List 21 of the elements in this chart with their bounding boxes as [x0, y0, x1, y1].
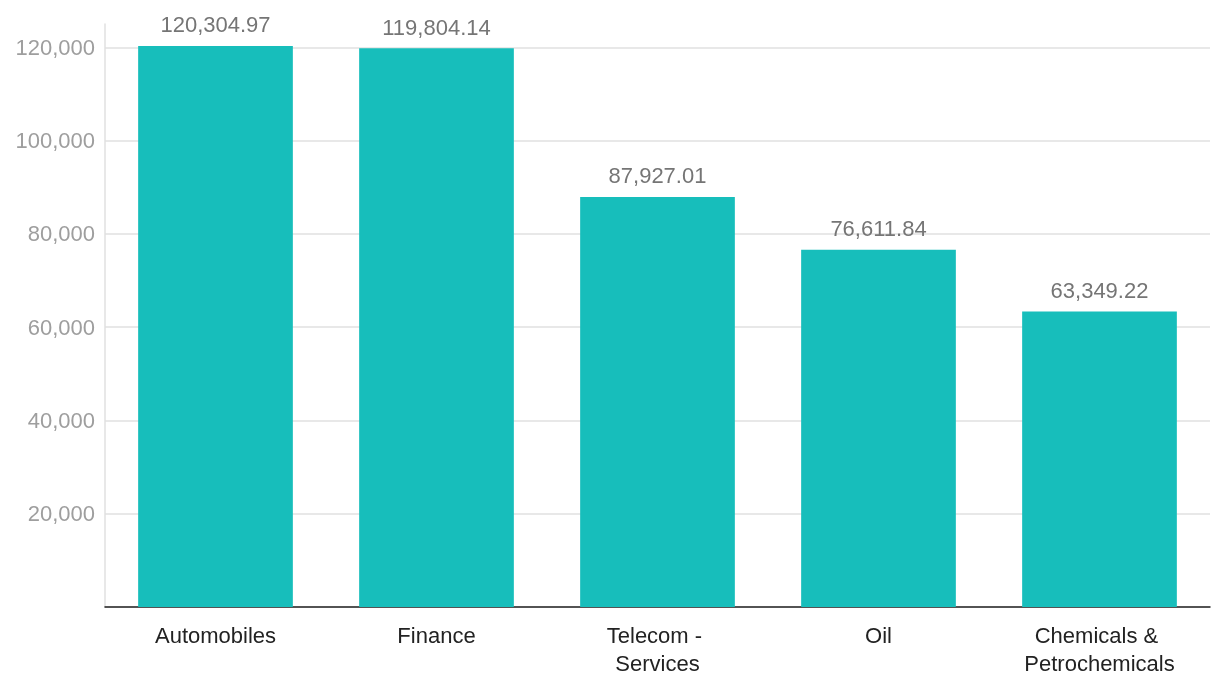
data-label: 119,804.14 — [382, 14, 491, 40]
x-tick-label: Telecom - Services — [606, 622, 709, 676]
y-tick-label: 120,000 — [15, 34, 95, 60]
bar — [1022, 311, 1177, 607]
data-label: 63,349.22 — [1050, 278, 1149, 304]
bar — [138, 45, 293, 607]
x-tick-label: Automobiles — [154, 622, 277, 648]
data-label: 87,927.01 — [608, 163, 707, 189]
y-tick-label: 40,000 — [27, 407, 95, 433]
data-label: 76,611.84 — [830, 216, 927, 242]
bar — [580, 196, 735, 607]
x-tick-label: Finance — [397, 622, 476, 648]
y-tick-label: 60,000 — [27, 314, 95, 340]
y-tick-label: 80,000 — [27, 221, 95, 247]
bar — [801, 249, 956, 607]
x-tick-label: Chemicals & Petrochemicals — [1024, 622, 1175, 676]
y-tick-label: 100,000 — [15, 128, 95, 154]
bar — [359, 48, 514, 607]
x-tick-label: Oil — [865, 622, 892, 648]
data-label: 120,304.97 — [160, 12, 271, 38]
y-tick-label: 20,000 — [27, 501, 95, 527]
